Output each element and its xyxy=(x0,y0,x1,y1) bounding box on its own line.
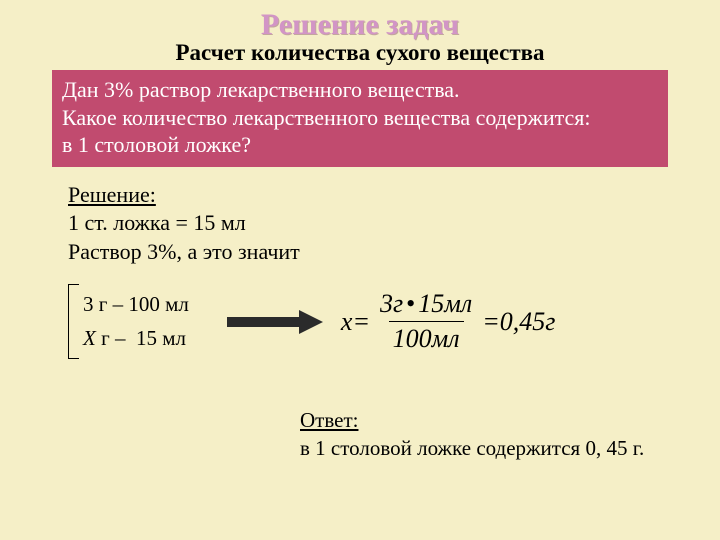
prop-r2-b: 15 мл xyxy=(136,326,186,350)
prop-dash-2: – xyxy=(110,326,131,350)
proportion-bracket-block: 3 г – 100 мл Х г – 15 мл xyxy=(68,284,189,359)
formula-eq2: = xyxy=(482,307,500,337)
problem-statement: Дан 3% раствор лекарственного вещества. … xyxy=(52,70,668,167)
prop-r1-b: 100 мл xyxy=(128,292,189,316)
prop-r1-a: 3 г xyxy=(83,292,107,316)
proportion-lines: 3 г – 100 мл Х г – 15 мл xyxy=(83,284,189,359)
solution-line-2: Раствор 3%, а это значит xyxy=(68,238,720,267)
problem-line-3: в 1 столовой ложке? xyxy=(62,131,658,159)
arrow-wrap xyxy=(227,310,323,334)
prop-dash-1: – xyxy=(107,292,128,316)
problem-line-2: Какое количество лекарственного вещества… xyxy=(62,104,658,132)
formula-eq1: = xyxy=(352,307,370,337)
fraction-numerator: 3г•15мл xyxy=(376,289,476,321)
proportion-row-1: 3 г – 100 мл xyxy=(83,288,189,322)
page-title: Решение задач xyxy=(0,0,720,42)
solution-heading: Решение: xyxy=(68,182,156,207)
prop-r2-unit: г xyxy=(96,326,110,350)
answer-text: в 1 столовой ложке содержится 0, 45 г. xyxy=(300,435,720,462)
proportion-row-2: Х г – 15 мл xyxy=(83,322,189,356)
prop-r2-var: Х xyxy=(83,326,96,350)
formula: x = 3г•15мл 100мл = 0,45г xyxy=(341,289,556,354)
formula-result: 0,45г xyxy=(500,307,556,337)
num-b: 15мл xyxy=(418,289,472,318)
fraction-denominator: 100мл xyxy=(389,321,464,354)
left-bracket xyxy=(68,284,79,359)
fraction: 3г•15мл 100мл xyxy=(376,289,476,354)
problem-line-1: Дан 3% раствор лекарственного вещества. xyxy=(62,76,658,104)
num-op: • xyxy=(403,289,418,318)
answer-block: Ответ: в 1 столовой ложке содержится 0, … xyxy=(300,407,720,462)
num-a: 3г xyxy=(380,289,403,318)
solution-line-1: 1 ст. ложка = 15 мл xyxy=(68,209,720,238)
formula-lhs: x xyxy=(341,307,353,337)
page-subtitle: Расчет количества сухого вещества xyxy=(0,40,720,66)
solution-block: Решение: 1 ст. ложка = 15 мл Раствор 3%,… xyxy=(68,181,720,267)
arrow-icon xyxy=(227,310,323,334)
answer-heading: Ответ: xyxy=(300,408,358,432)
proportion-area: 3 г – 100 мл Х г – 15 мл x = 3г•15мл 100… xyxy=(68,284,720,359)
